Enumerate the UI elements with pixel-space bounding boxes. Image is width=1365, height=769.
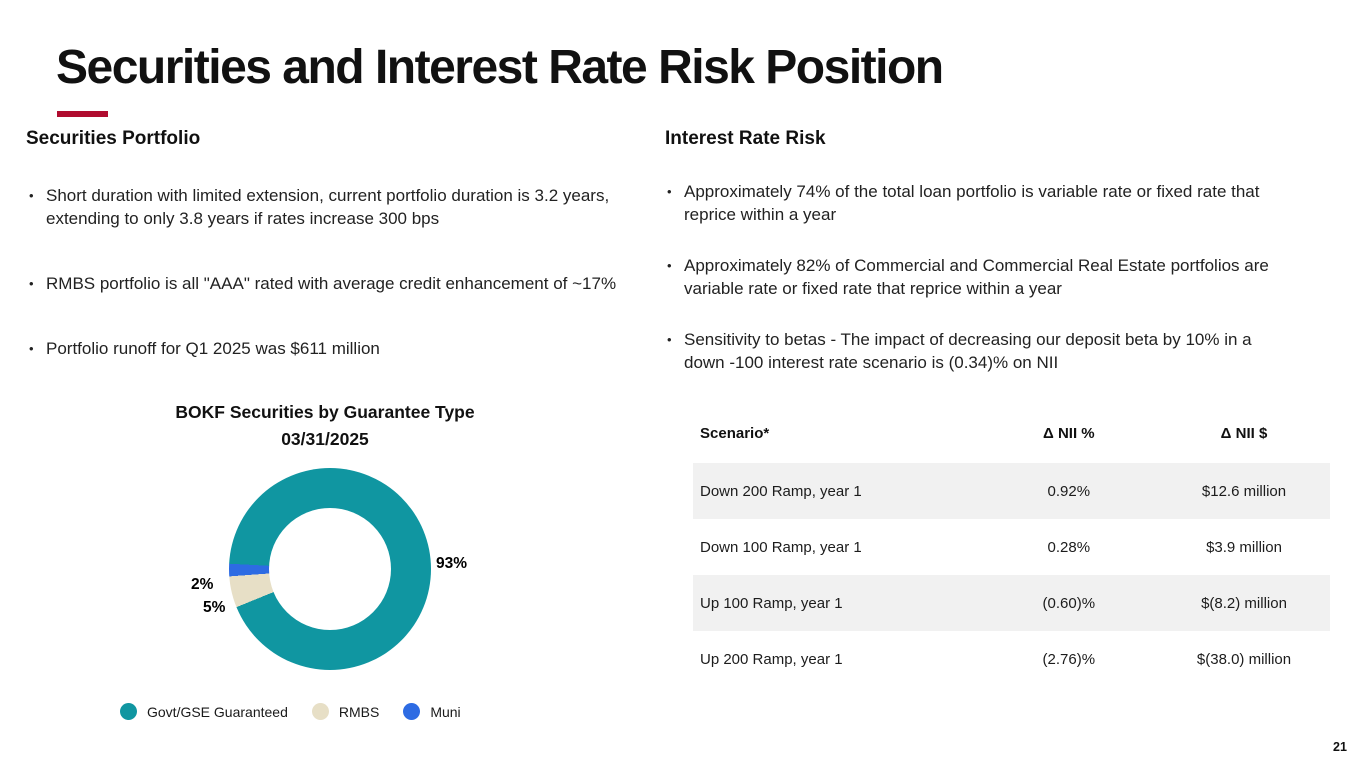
nii-pct-cell: 0.92%: [1047, 482, 1091, 500]
chart-subtitle: 03/31/2025: [281, 429, 369, 449]
nii-dollar-cell: $(8.2) million: [1201, 594, 1287, 612]
column-header-scenario: Scenario*: [700, 425, 770, 442]
rmbs-dot-icon: [311, 703, 329, 720]
legend-item-rmbs: RMBS: [311, 703, 380, 720]
nii-pct-cell: (0.60)%: [1042, 594, 1096, 612]
page-number: 21: [1333, 740, 1347, 754]
nii-dollar-cell: $3.9 million: [1206, 538, 1282, 556]
table-row: Down 200 Ramp, year 1 0.92% $12.6 millio…: [693, 463, 1330, 519]
legend-label: Muni: [430, 703, 461, 720]
bullet-item: Approximately 82% of Commercial and Comm…: [666, 254, 1278, 300]
govt-gse-dot-icon: [120, 703, 137, 720]
interest-rate-risk-heading: Interest Rate Risk: [665, 128, 826, 149]
securities-portfolio-bullets: Short duration with limited extension, c…: [28, 184, 640, 402]
nii-pct-cell: 0.28%: [1047, 538, 1091, 556]
donut-label-govt: 93%: [436, 555, 468, 572]
bullet-item: RMBS portfolio is all "AAA" rated with a…: [28, 272, 640, 295]
chart-title-block: BOKF Securities by Guarantee Type 03/31/…: [60, 399, 590, 453]
interest-rate-risk-bullets: Approximately 74% of the total loan port…: [666, 180, 1278, 402]
legend-item-govt: Govt/GSE Guaranteed: [120, 703, 288, 720]
column-header-nii-dollar: Δ NII $: [1220, 425, 1268, 442]
donut-hole: [269, 508, 391, 630]
table-row: Up 100 Ramp, year 1 (0.60)% $(8.2) milli…: [693, 575, 1330, 631]
nii-dollar-cell: $12.6 million: [1201, 482, 1287, 500]
nii-pct-cell: (2.76)%: [1042, 650, 1096, 668]
chart-title: BOKF Securities by Guarantee Type: [175, 402, 475, 422]
table-row: Up 200 Ramp, year 1 (2.76)% $(38.0) mill…: [693, 631, 1330, 687]
title-accent-bar: [57, 111, 108, 117]
nii-scenario-table: Scenario* Δ NII % Δ NII $ Down 200 Ramp,…: [693, 404, 1330, 687]
muni-dot-icon: [403, 703, 421, 720]
table-row: Down 100 Ramp, year 1 0.28% $3.9 million: [693, 519, 1330, 575]
securities-portfolio-heading: Securities Portfolio: [26, 128, 201, 149]
donut-label-rmbs: 5%: [203, 599, 226, 616]
legend-item-muni: Muni: [403, 703, 461, 720]
table-header-row: Scenario* Δ NII % Δ NII $: [693, 404, 1330, 463]
bullet-item: Short duration with limited extension, c…: [28, 184, 640, 230]
chart-legend: Govt/GSE Guaranteed RMBS Muni: [120, 703, 461, 720]
bullet-item: Portfolio runoff for Q1 2025 was $611 mi…: [28, 337, 640, 360]
bullet-item: Sensitivity to betas - The impact of dec…: [666, 328, 1278, 374]
legend-label: RMBS: [338, 703, 380, 720]
page-title: Securities and Interest Rate Risk Positi…: [56, 41, 944, 94]
bullet-item: Approximately 74% of the total loan port…: [666, 180, 1278, 226]
column-header-nii-pct: Δ NII %: [1043, 425, 1095, 442]
scenario-cell: Up 100 Ramp, year 1: [700, 594, 843, 612]
donut-label-muni: 2%: [191, 576, 214, 593]
scenario-cell: Down 100 Ramp, year 1: [700, 538, 862, 556]
nii-dollar-cell: $(38.0) million: [1196, 650, 1292, 668]
scenario-cell: Down 200 Ramp, year 1: [700, 482, 862, 500]
scenario-cell: Up 200 Ramp, year 1: [700, 650, 843, 668]
legend-label: Govt/GSE Guaranteed: [147, 703, 288, 720]
donut-ring: [229, 468, 431, 670]
